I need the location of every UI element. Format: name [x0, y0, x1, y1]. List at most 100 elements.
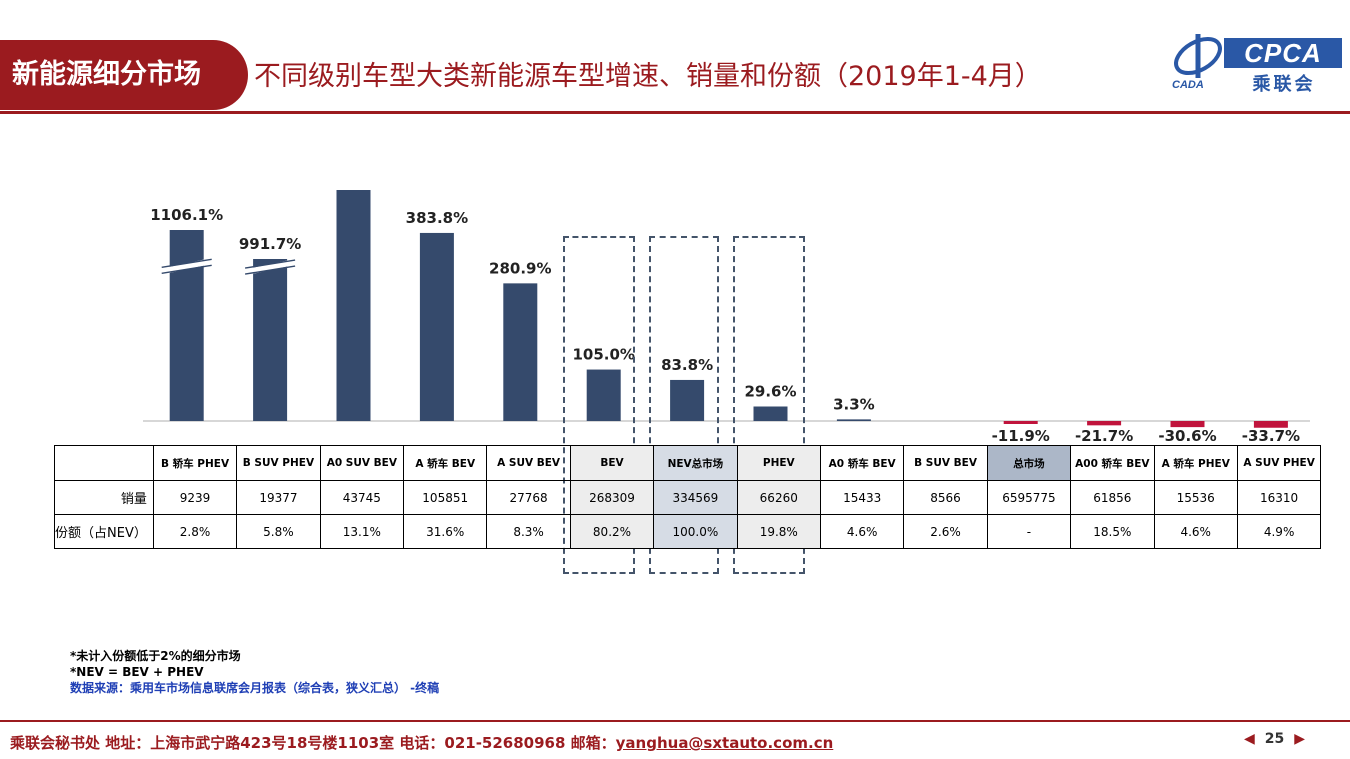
sales-cell: 6595775 [986, 480, 1072, 515]
share-cell: 4.6% [819, 514, 905, 549]
column-header: BEV [569, 445, 655, 481]
axis-break-gap [245, 258, 296, 276]
bar [1003, 421, 1038, 424]
data-label: 105.0% [572, 346, 634, 364]
sales-cell: 15536 [1153, 480, 1238, 515]
sales-cell: 66260 [736, 480, 821, 515]
table-row-sales: 销量 9239 19377 43745 105851 27768 268309 334569… [54, 480, 1322, 515]
data-label: 991.7% [239, 235, 301, 253]
data-label: 3.3% [833, 395, 875, 413]
share-cell: 8.3% [486, 514, 571, 549]
footer-email-link[interactable]: yanghua@sxtauto.com.cn [615, 734, 834, 752]
data-label: -11.9% [992, 427, 1050, 445]
section-tag: 新能源细分市场 [0, 40, 248, 110]
footer-address: 乘联会秘书处 地址：上海市武宁路423号18号楼1103室 电话：021-526… [10, 734, 616, 752]
column-header: A SUV PHEV [1236, 445, 1322, 481]
bar [253, 259, 288, 421]
sales-share-table: B 轿车 PHEV B SUV PHEV A0 SUV BEV A 轿车 BEV A S… [54, 445, 1322, 549]
page-navigator: ◀ 25 ▶ [1244, 731, 1305, 747]
row-label-share: 份额（占NEV） [54, 514, 154, 549]
sales-cell: 9239 [152, 480, 238, 515]
bar [336, 190, 371, 422]
table-corner-cell [54, 445, 154, 481]
highlight-box-nev [649, 236, 719, 574]
data-source-note: 数据来源：乘用车市场信息联席会月报表（综合表，狭义汇总） -终稿 [70, 681, 440, 695]
axis-break-mark [161, 264, 212, 274]
bar [836, 419, 871, 421]
header-divider [0, 111, 1350, 114]
bar [1253, 421, 1288, 428]
bar [753, 406, 788, 421]
data-label: 383.8% [406, 209, 468, 227]
table-header-row: B 轿车 PHEV B SUV PHEV A0 SUV BEV A 轿车 BEV A S… [54, 445, 1322, 481]
column-header: A0 轿车 BEV [819, 445, 905, 481]
sales-cell: 15433 [819, 480, 905, 515]
svg-text:CADA: CADA [1172, 79, 1204, 91]
column-header: A 轿车 BEV [403, 445, 488, 481]
page-number: 25 [1264, 731, 1285, 747]
footnotes: *未计入份额低于2%的细分市场 *NEV = BEV + PHEV 数据来源：乘… [70, 648, 439, 696]
data-label: 83.8% [661, 356, 713, 374]
sales-cell: 27768 [486, 480, 571, 515]
footnote-nev-definition: *NEV = BEV + PHEV [70, 665, 204, 679]
column-header: B SUV BEV [903, 445, 988, 481]
axis-break-mark [161, 258, 212, 268]
bar [503, 283, 538, 421]
cpca-wordmark: CPCA [1224, 38, 1342, 68]
sales-cell: 43745 [319, 480, 405, 515]
share-cell: 100.0% [653, 514, 738, 549]
data-label: -30.6% [1158, 427, 1216, 445]
data-label: -21.7% [1075, 427, 1133, 445]
column-header: A0 SUV BEV [319, 445, 405, 481]
column-header: 总市场 [986, 445, 1072, 481]
sales-cell: 16310 [1236, 480, 1322, 515]
table-row-share: 份额（占NEV） 2.8% 5.8% 13.1% 31.6% 8.3% 80.2% 100.… [54, 514, 1322, 549]
share-cell: 31.6% [403, 514, 488, 549]
axis-break-gap [161, 258, 212, 275]
sales-cell: 268309 [569, 480, 655, 515]
header: 新能源细分市场 不同级别车型大类新能源车型增速、销量和份额（2019年1-4月）… [0, 0, 1350, 118]
share-cell: 4.9% [1236, 514, 1322, 549]
share-cell: 2.6% [903, 514, 988, 549]
axis-break-mark [244, 259, 296, 269]
share-cell: 13.1% [319, 514, 405, 549]
cpca-logo: CADA CPCA 乘联会 [1168, 30, 1344, 95]
bar [670, 379, 705, 421]
sales-cell: 334569 [653, 480, 738, 515]
growth-bar-chart: 1106.1%991.7%549.1%383.8%280.9%105.0%83.… [143, 190, 1310, 445]
share-cell: 18.5% [1070, 514, 1155, 549]
cpca-chinese-name: 乘联会 [1252, 74, 1316, 95]
share-cell: - [986, 514, 1072, 549]
column-header: A SUV BEV [486, 445, 571, 481]
column-header: B SUV PHEV [236, 445, 321, 481]
highlight-box-bev [563, 236, 635, 574]
footnote-share: *未计入份额低于2%的细分市场 [70, 649, 241, 663]
bar [1087, 421, 1122, 426]
data-label: 1106.1% [150, 206, 223, 224]
share-cell: 5.8% [236, 514, 321, 549]
column-header: A 轿车 PHEV [1153, 445, 1238, 481]
column-header: B 轿车 PHEV [152, 445, 238, 481]
prev-page-icon[interactable]: ◀ [1244, 731, 1255, 747]
share-cell: 80.2% [569, 514, 655, 549]
sales-cell: 19377 [236, 480, 321, 515]
caam-logo-icon: CADA [1172, 34, 1222, 91]
sales-cell: 8566 [903, 480, 988, 515]
axis-break-mark [244, 265, 296, 275]
column-header: NEV总市场 [653, 445, 738, 481]
sales-cell: 61856 [1070, 480, 1155, 515]
row-label-sales: 销量 [54, 480, 154, 515]
bar [586, 369, 621, 421]
data-label: 29.6% [744, 382, 796, 400]
page-title: 不同级别车型大类新能源车型增速、销量和份额（2019年1-4月） [254, 61, 1042, 92]
share-cell: 2.8% [152, 514, 238, 549]
data-label: -33.7% [1242, 427, 1300, 445]
next-page-icon[interactable]: ▶ [1294, 731, 1306, 747]
sales-cell: 105851 [403, 480, 488, 515]
column-header: A00 轿车 BEV [1070, 445, 1155, 481]
footer-contact: 乘联会秘书处 地址：上海市武宁路423号18号楼1103室 电话：021-526… [10, 732, 833, 753]
bar [419, 232, 454, 421]
share-cell: 19.8% [736, 514, 821, 549]
bar [1170, 421, 1205, 428]
column-header: PHEV [736, 445, 821, 481]
